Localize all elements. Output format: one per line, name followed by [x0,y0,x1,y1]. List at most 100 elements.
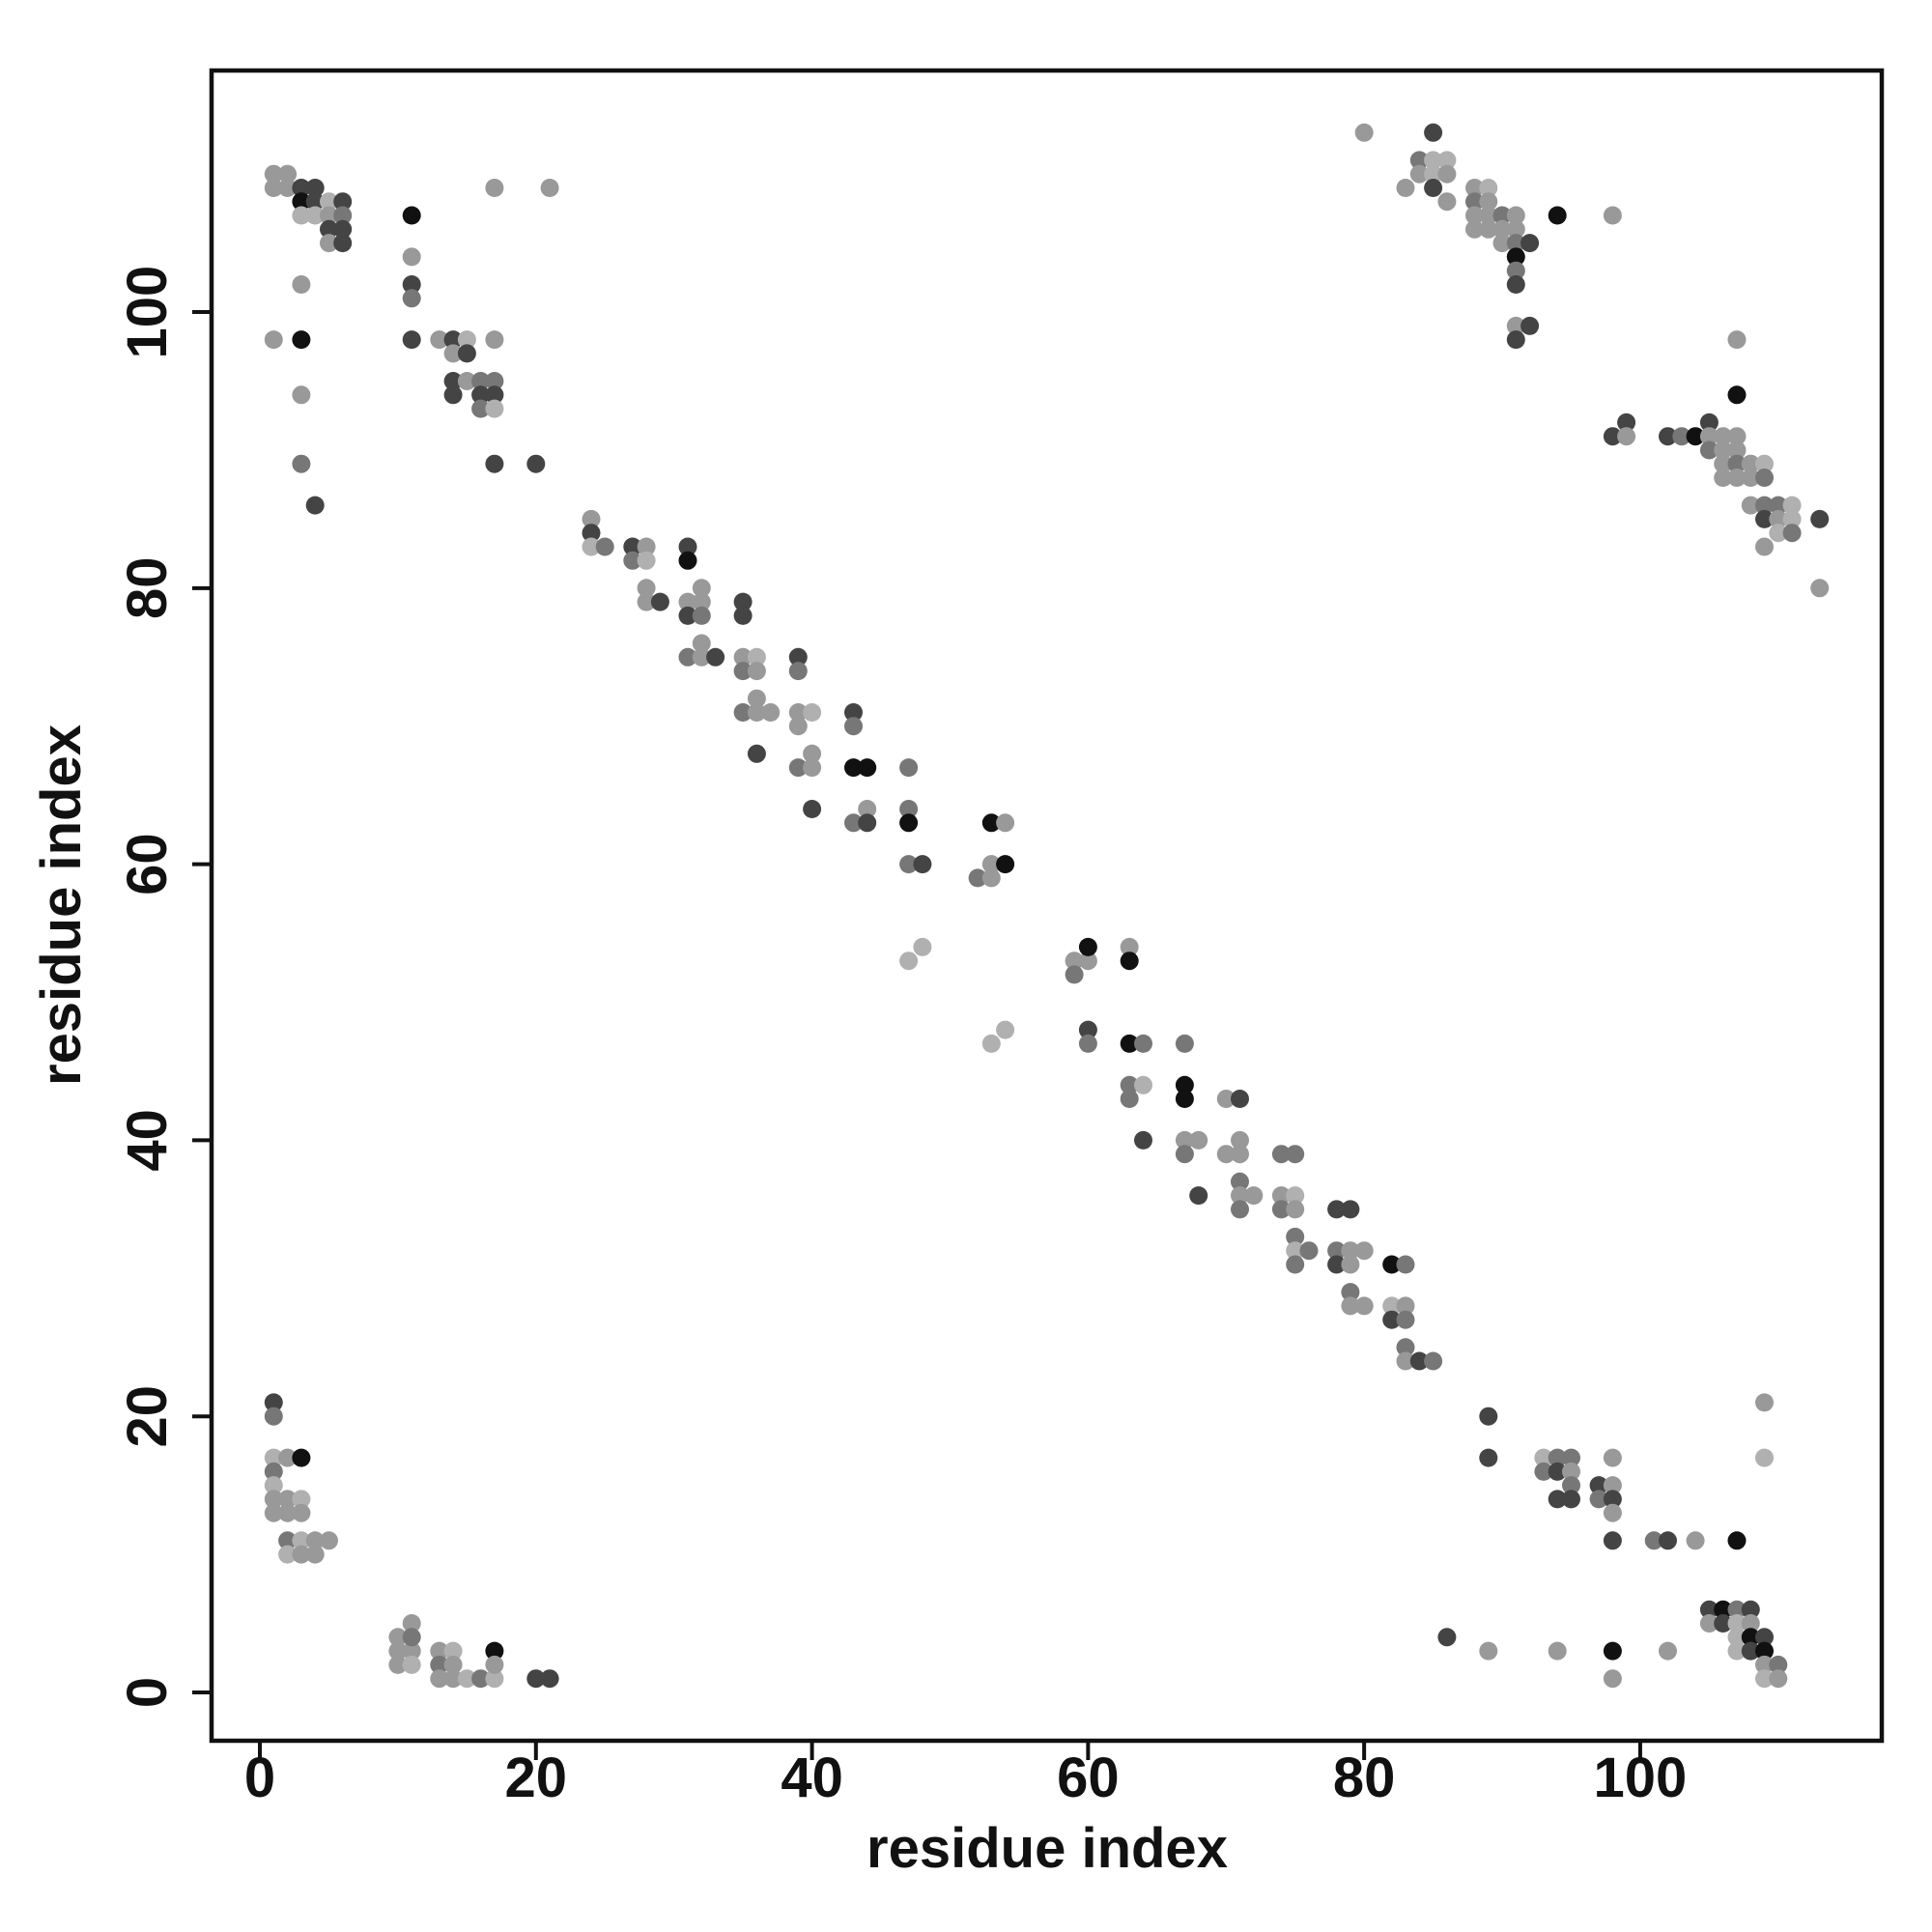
data-point [1603,427,1622,446]
data-point [1437,192,1457,212]
data-point [264,1448,283,1467]
data-point [1782,496,1802,515]
data-point [1175,1130,1194,1150]
data-point [1231,1172,1249,1191]
data-point [1741,1600,1760,1619]
data-point [402,1614,421,1633]
data-point [1659,427,1677,446]
data-point [1382,1255,1402,1274]
data-point [678,592,697,611]
data-point [747,662,766,681]
data-point [1755,1641,1774,1661]
data-point [803,800,822,818]
data-point [292,1490,311,1509]
data-point [485,372,504,390]
data-point [803,744,822,763]
data-point [582,524,601,543]
data-point [1714,1614,1733,1633]
data-point [471,372,491,390]
data-point [1424,179,1443,197]
data-point [430,330,449,350]
data-point [1271,1200,1291,1219]
data-point [706,647,725,667]
x-tick-label: 80 [1333,1747,1396,1809]
data-point [1341,1200,1360,1219]
data-point [402,1641,421,1661]
data-point [1244,1186,1264,1206]
data-point [1134,1130,1152,1150]
data-point [1479,219,1498,239]
data-point [733,592,753,611]
data-point [1699,1614,1719,1633]
data-point [457,344,476,363]
data-point [1134,1034,1152,1053]
data-point [485,1641,504,1661]
data-point [899,952,919,971]
data-point [305,206,325,225]
data-point [1589,1476,1608,1495]
data-point [1409,151,1429,170]
data-point [788,662,808,681]
data-point [678,647,697,667]
data-point [1354,123,1374,142]
data-point [1810,509,1830,528]
data-point [1424,123,1443,142]
data-point [637,579,656,598]
data-point [1589,1490,1608,1509]
data-point [264,330,283,350]
data-point [733,662,753,681]
data-point [1659,1531,1677,1550]
data-point [1286,1255,1305,1274]
data-point [733,606,753,625]
data-point [692,634,711,653]
data-point [485,385,504,405]
data-point [1437,151,1457,170]
data-point [899,855,919,874]
data-point [443,344,463,363]
x-tick-label: 0 [244,1747,275,1809]
data-point [1699,427,1719,446]
data-point [1327,1200,1347,1219]
data-point [996,855,1015,874]
data-point [788,703,808,722]
data-point [1727,1628,1747,1647]
data-point [1506,275,1525,294]
data-point [595,537,614,556]
data-point [1534,1448,1553,1467]
data-point [402,247,421,267]
data-point [858,758,877,778]
data-point [264,164,283,184]
data-point [333,234,353,253]
data-point [457,372,476,390]
data-point [1341,1296,1360,1316]
data-point [788,647,808,667]
data-point [899,758,919,778]
data-point [1120,1034,1139,1053]
data-point [485,179,504,197]
data-point [388,1628,408,1647]
data-point [1286,1200,1305,1219]
data-point [1603,1669,1622,1689]
data-point [1271,1186,1291,1206]
data-point [264,1393,283,1412]
data-point [1769,1669,1788,1689]
data-point [1120,937,1139,956]
data-point [388,1655,408,1674]
data-point [1354,1296,1374,1316]
data-point [678,606,697,625]
data-point [1755,1393,1774,1412]
data-point [1603,1531,1622,1550]
data-point [747,689,766,708]
data-point [623,537,642,556]
data-point [1769,524,1788,543]
data-point [1782,509,1802,528]
data-point [1727,1600,1747,1619]
data-point [1216,1145,1236,1164]
data-point [1562,1448,1580,1467]
data-point [1189,1186,1208,1206]
data-point [1727,385,1747,405]
data-point [443,330,463,350]
data-point [844,717,863,736]
data-point [402,289,421,308]
x-tick-label: 20 [505,1747,568,1809]
